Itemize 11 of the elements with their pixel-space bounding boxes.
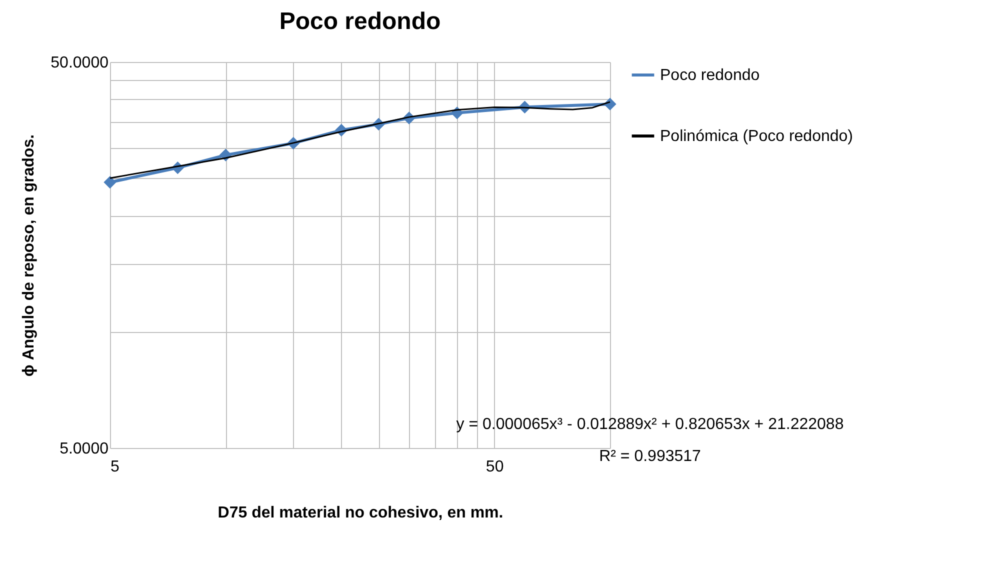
y-tick-label: 50.0000 [50,54,109,72]
annotation: R² = 0.993517 [599,448,702,465]
annotation: y = 0.000065x³ - 0.012889x² + 0.820653x + 21.222088 [456,416,844,433]
chart-title: Poco redondo [279,8,441,35]
y-tick-label: 5.0000 [60,440,109,458]
x-tick-label: 50 [486,458,504,476]
x-axis-title: D75 del material no cohesivo, en mm. [218,504,504,522]
legend-label: Polinómica (Poco redondo) [660,128,853,145]
legend-label: Poco redondo [660,67,760,84]
y-axis-title: ϕ Angulo de reposo, en grados. [20,134,38,377]
x-tick-label: 5 [110,458,120,476]
